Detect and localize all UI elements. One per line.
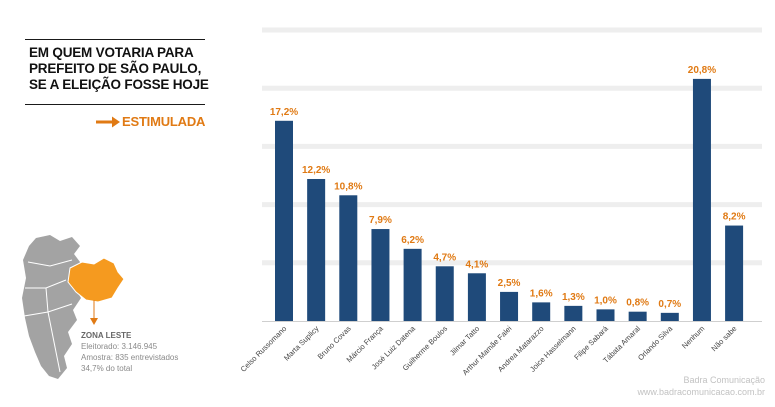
bar-value-label: 8,2%	[723, 212, 746, 223]
bar-value-label: 2,5%	[498, 278, 521, 289]
bar	[596, 309, 615, 321]
bar-value-label: 12,2%	[302, 165, 330, 176]
category-tick-label: Nenhum	[680, 324, 706, 350]
bar	[435, 266, 454, 321]
bar	[692, 78, 711, 321]
bar-value-label: 20,8%	[688, 65, 716, 76]
zone-electorate: Eleitorado: 3.146.945	[81, 342, 158, 351]
bar	[467, 273, 486, 321]
title-line-1: EM QUEM VOTARIA PARA	[29, 45, 194, 60]
zone-share: 34,7% do total	[81, 364, 133, 373]
map-region-borders	[23, 259, 73, 373]
bar	[275, 120, 293, 322]
title-top-rule	[25, 39, 205, 40]
chart-subtitle: ESTIMULADA	[122, 114, 206, 129]
bar	[532, 302, 551, 321]
bar	[725, 225, 744, 321]
bar-value-label: 1,3%	[562, 292, 585, 303]
map-city-outline	[22, 235, 83, 379]
bar	[500, 291, 519, 321]
bar	[403, 248, 422, 321]
category-tick-label: Celso Russomano	[239, 324, 289, 374]
bar	[564, 305, 583, 321]
bar	[307, 178, 326, 321]
category-tick-label: Orlando Silva	[636, 323, 675, 362]
bar-value-label: 7,9%	[369, 215, 392, 226]
category-tick-label: Marta Suplicy	[282, 324, 321, 363]
footer: Badra Comunicação www.badracomunicacao.c…	[637, 374, 765, 398]
title-bottom-rule	[25, 104, 205, 105]
bar	[339, 195, 358, 321]
bar-value-label: 6,2%	[401, 235, 424, 246]
bar	[628, 311, 647, 321]
title-line-3: SE A ELEIÇÃO FOSSE HOJE	[29, 77, 209, 92]
title-line-2: PREFEITO DE SÃO PAULO,	[29, 61, 202, 76]
category-tick-label: Jilmar Tatto	[448, 324, 481, 357]
arrow-right-icon	[96, 116, 120, 127]
bar-value-label: 17,2%	[270, 107, 298, 118]
bar-value-label: 4,1%	[466, 259, 489, 270]
bar-value-label: 1,0%	[594, 295, 617, 306]
bar-value-label: 0,8%	[626, 298, 649, 309]
footer-company: Badra Comunicação	[683, 375, 765, 385]
zone-title: ZONA LESTE	[81, 331, 132, 340]
zone-sample: Amostra: 835 entrevistados	[81, 353, 179, 362]
bar	[371, 229, 390, 321]
chart-title: EM QUEM VOTARIA PARA PREFEITO DE SÃO PAU…	[29, 45, 209, 93]
footer-website: www.badracomunicacao.com.br	[637, 387, 765, 397]
zone-pointer-arrow-icon	[90, 318, 98, 325]
bar-value-label: 0,7%	[658, 299, 681, 310]
subtitle-block: ESTIMULADA	[96, 114, 205, 129]
bar-value-label: 1,6%	[530, 288, 553, 299]
zone-info: ZONA LESTE Eleitorado: 3.146.945 Amostra…	[81, 330, 178, 374]
sao-paulo-map-icon	[22, 235, 125, 379]
category-tick-label: Não sabe	[709, 324, 738, 353]
map-zona-leste	[67, 257, 125, 303]
bar-value-label: 4,7%	[433, 252, 456, 263]
bar-value-label: 10,8%	[334, 181, 362, 192]
bar	[660, 312, 679, 321]
